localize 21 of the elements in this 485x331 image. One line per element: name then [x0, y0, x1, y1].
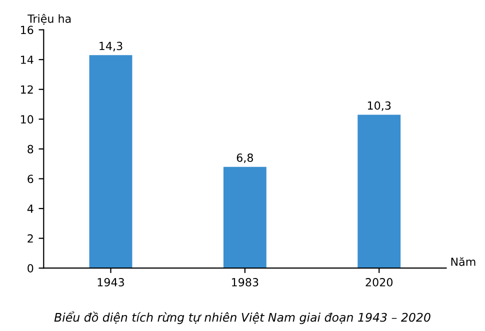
y-tick-label: 4: [27, 204, 34, 213]
y-tick-label: 14: [21, 56, 34, 64]
x-tick-label: 1983: [232, 278, 258, 286]
y-tick-label: 2: [28, 234, 33, 243]
bar: [358, 114, 401, 268]
data-label: 10,3: [368, 101, 391, 111]
bar: [89, 55, 132, 268]
bar: [223, 166, 266, 268]
x-tick-label: 2020: [366, 278, 393, 286]
y-axis-title: Triệu ha: [28, 14, 71, 25]
y-tick-label: 0: [28, 264, 34, 272]
y-tick-label: 10: [21, 115, 34, 124]
y-tick-label: 8: [28, 144, 34, 154]
y-tick-label: 6: [28, 174, 34, 184]
text: Biểu đồ diện tích rừng tự nhiên Việt Nam giai đoạn 1943 – 2020: [54, 311, 430, 324]
y-tick-label: 16: [21, 26, 34, 34]
data-label: 14,3: [100, 42, 122, 52]
data-label: 6,8: [236, 153, 253, 164]
x-axis-title: Năm: [451, 257, 476, 266]
x-tick-label: 1943: [98, 278, 124, 286]
y-tick-label: 12: [21, 85, 33, 94]
